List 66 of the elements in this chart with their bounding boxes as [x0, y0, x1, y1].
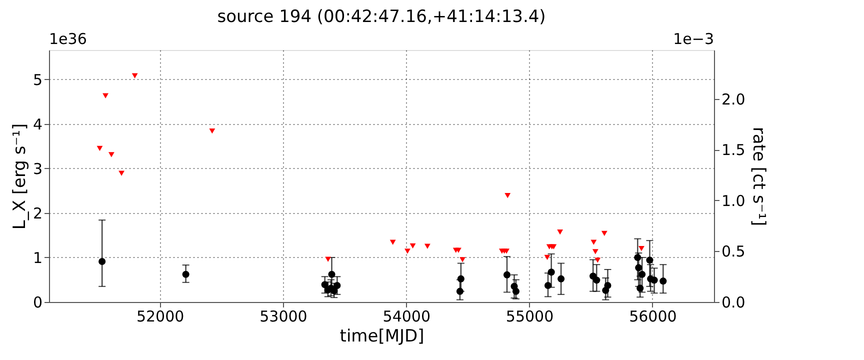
- point: [132, 73, 138, 78]
- y-axis-title: L_X [erg s⁻¹]: [10, 123, 30, 230]
- point: [590, 240, 597, 245]
- point: [321, 281, 328, 288]
- chart-title: source 194 (00:42:47.16,+41:14:13.4): [217, 7, 546, 27]
- point: [557, 230, 564, 235]
- y-tick-label: 3: [32, 160, 42, 178]
- y2-tick-label: 2.0: [722, 90, 746, 108]
- y2-axis-title: rate [ct s⁻¹]: [748, 126, 768, 226]
- x-axis-title: time[MJD]: [340, 326, 424, 346]
- point: [558, 275, 565, 282]
- text: 1e36: [49, 30, 87, 48]
- point: [504, 248, 510, 254]
- x-tick-label: 53000: [260, 308, 308, 326]
- point: [638, 246, 644, 252]
- point: [593, 276, 600, 284]
- point: [604, 282, 612, 290]
- point: [594, 258, 601, 263]
- point: [328, 270, 336, 278]
- point: [548, 268, 555, 276]
- y-tick-label: 4: [32, 115, 42, 134]
- point: [96, 146, 103, 151]
- point: [118, 170, 124, 176]
- y-tick-label: 1: [32, 248, 42, 267]
- y2-tick-label: 0.5: [722, 242, 746, 261]
- point: [504, 193, 511, 198]
- point: [544, 282, 552, 290]
- x-tick-label: 56000: [629, 308, 677, 326]
- point: [334, 282, 341, 290]
- point: [638, 270, 646, 278]
- point: [108, 152, 114, 158]
- point: [650, 276, 658, 284]
- point: [182, 270, 190, 278]
- point: [456, 288, 464, 295]
- point: [635, 264, 642, 272]
- y2-tick-label: 1.5: [722, 141, 746, 160]
- point: [98, 258, 106, 266]
- point: [390, 240, 396, 245]
- point: [460, 257, 466, 262]
- y-tick-label: 5: [32, 70, 42, 89]
- point: [601, 230, 608, 236]
- point: [102, 93, 108, 98]
- point: [634, 254, 642, 262]
- point: [592, 249, 598, 254]
- point: [404, 248, 410, 254]
- x-tick-label: 55000: [506, 308, 554, 326]
- y2-tick-label: 0.0: [722, 294, 746, 312]
- point: [457, 275, 464, 282]
- point: [646, 256, 654, 264]
- point: [636, 284, 644, 292]
- point: [512, 288, 520, 295]
- point: [209, 128, 216, 134]
- point: [456, 248, 462, 253]
- point: [410, 243, 416, 248]
- point: [660, 278, 667, 285]
- point: [325, 256, 332, 262]
- point: [330, 287, 338, 294]
- x-tick-label: 52000: [136, 308, 184, 326]
- point: [424, 244, 430, 249]
- x-tick-label: 54000: [382, 308, 430, 326]
- y-tick-label: 0: [32, 294, 42, 312]
- text: 1e−3: [673, 30, 714, 48]
- point: [544, 254, 550, 260]
- point: [503, 271, 511, 278]
- y-tick-label: 2: [32, 204, 42, 222]
- y2-tick-label: 1.0: [722, 192, 746, 210]
